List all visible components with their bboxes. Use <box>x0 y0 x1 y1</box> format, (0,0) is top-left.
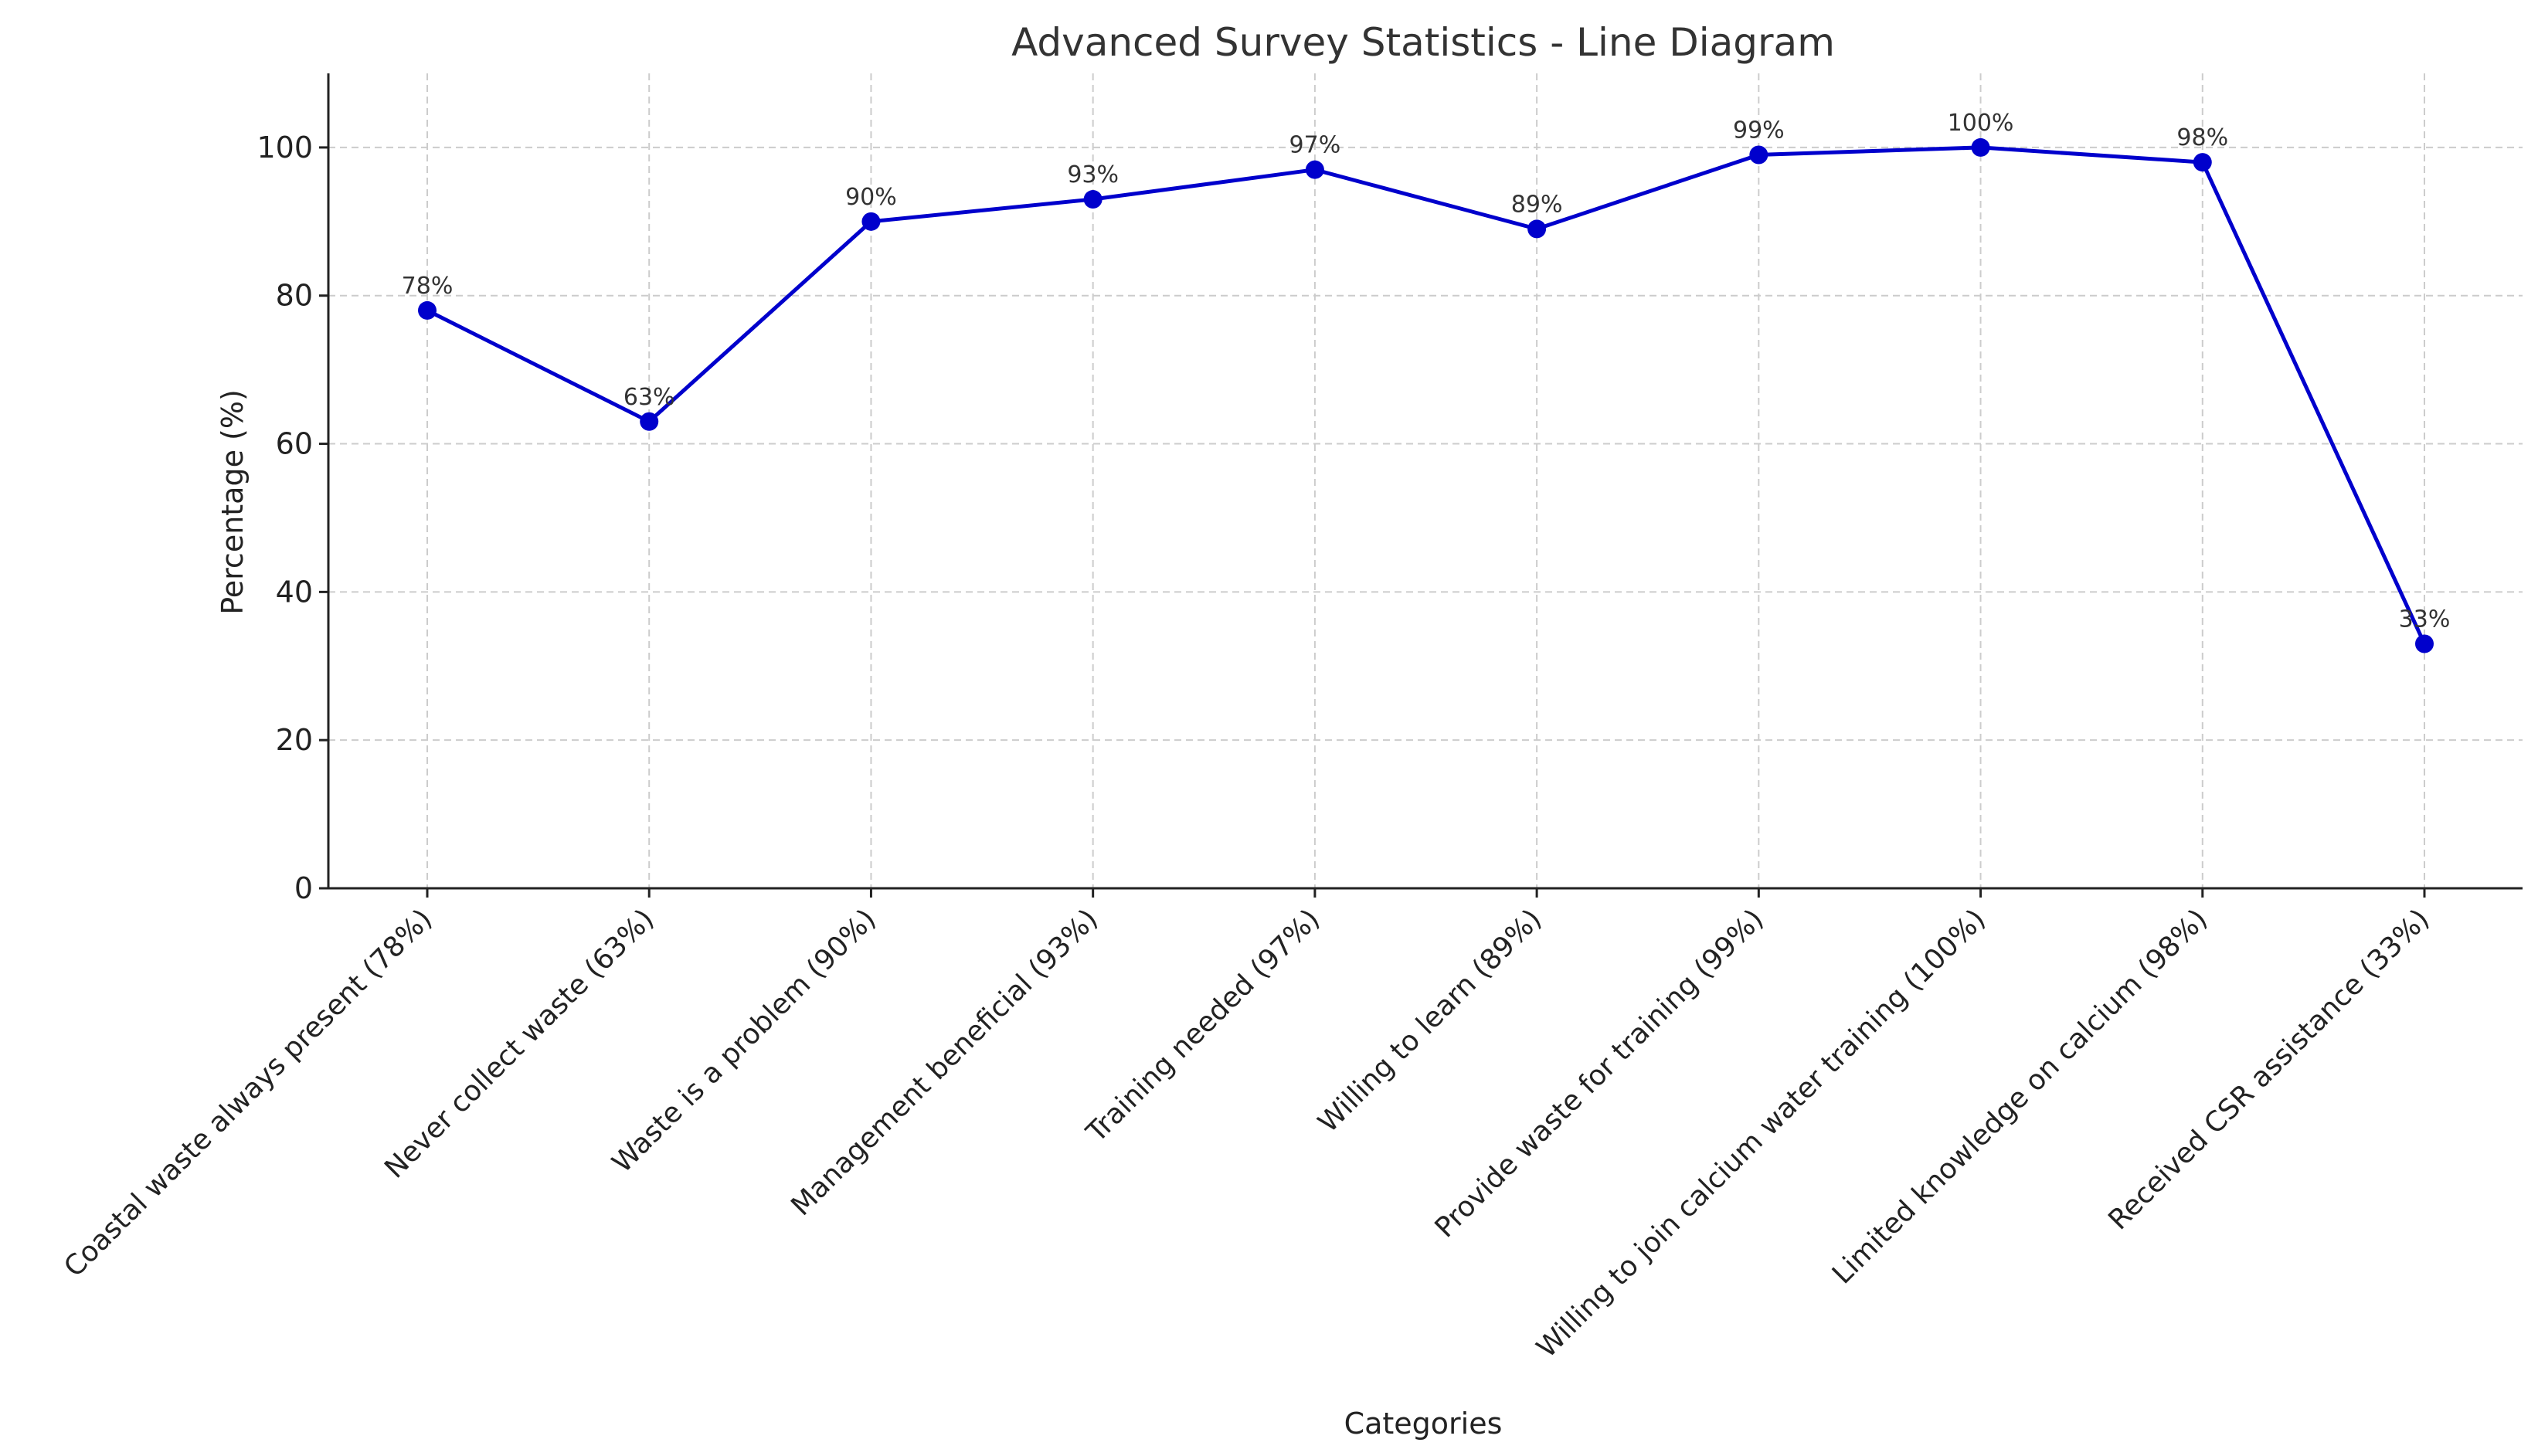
data-points <box>418 137 2434 653</box>
y-tick-label: 0 <box>294 871 313 905</box>
data-point <box>1527 219 1547 239</box>
data-label: 78% <box>402 273 454 300</box>
series-layer <box>426 145 2427 645</box>
data-label: 93% <box>1067 161 1119 188</box>
data-label: 100% <box>1948 110 2014 137</box>
data-point <box>2415 634 2434 653</box>
x-tick-label: Limited knowledge on calcium (98%) <box>1826 903 2214 1290</box>
x-tick-label: Training needed (97%) <box>1080 903 1326 1149</box>
data-label: 33% <box>2399 606 2451 633</box>
y-tick-label: 80 <box>276 279 313 313</box>
y-axis-label: Percentage (%) <box>216 389 250 615</box>
chart-title: Advanced Survey Statistics - Line Diagra… <box>1011 20 1835 65</box>
x-tick-label: Coastal waste always present (78%) <box>58 903 438 1283</box>
y-tick-label: 20 <box>276 723 313 757</box>
data-point <box>1083 190 1103 209</box>
data-label: 98% <box>2176 124 2228 151</box>
x-axis-label: Categories <box>1344 1407 1503 1441</box>
series-line <box>426 145 2427 645</box>
grid <box>328 73 2523 888</box>
data-label: 99% <box>1733 117 1785 144</box>
x-tick-label: Never collect waste (63%) <box>379 903 660 1184</box>
y-tick-label: 40 <box>276 575 313 609</box>
data-label: 89% <box>1511 191 1563 218</box>
data-labels: 78% 63% 90% 93% 97% 89% 99% 100% 98% 33% <box>402 110 2451 633</box>
data-label: 97% <box>1289 132 1341 159</box>
x-tick-label: Willing to join calcium water training (… <box>1531 903 1992 1364</box>
data-point <box>861 212 881 231</box>
data-point <box>1749 145 1768 165</box>
axes <box>327 73 2523 890</box>
data-point <box>1971 137 1990 157</box>
data-point <box>2193 153 2212 172</box>
data-point <box>640 412 659 431</box>
data-label: 90% <box>845 184 897 211</box>
x-tick-label: Willing to learn (89%) <box>1313 903 1548 1139</box>
data-point <box>1305 160 1324 179</box>
x-tick-label: Waste is a problem (90%) <box>606 903 882 1179</box>
x-axis-ticks: Coastal waste always present (78%)Never … <box>58 888 2435 1364</box>
data-point <box>418 300 437 320</box>
data-label: 63% <box>623 384 675 411</box>
y-tick-label: 100 <box>257 131 313 165</box>
y-tick-label: 60 <box>276 427 313 461</box>
y-axis-ticks: 0 20 40 60 80 100 <box>257 131 328 905</box>
